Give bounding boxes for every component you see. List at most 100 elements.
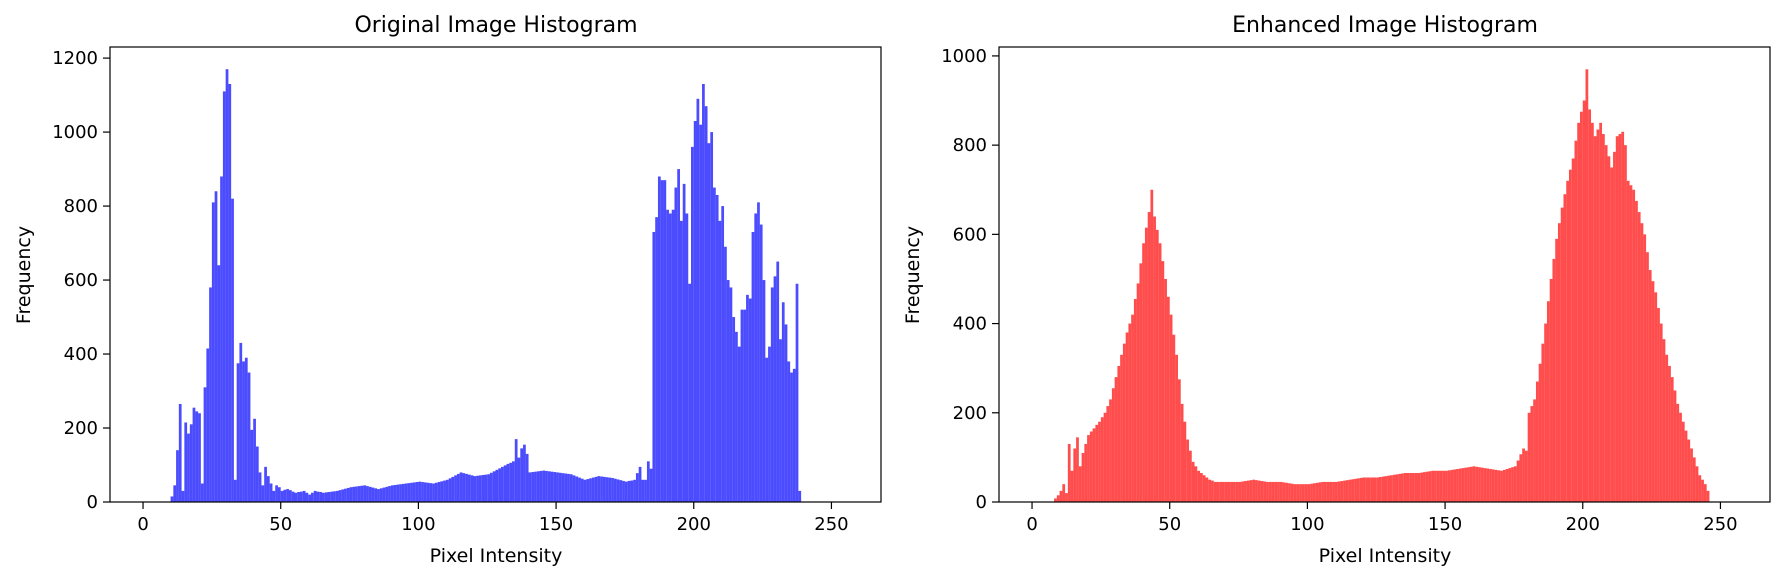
histogram-bar — [1120, 354, 1123, 502]
histogram-bar — [655, 217, 658, 502]
histogram-bar — [666, 209, 669, 502]
histogram-bar — [713, 187, 716, 502]
histogram-bar — [1417, 473, 1421, 502]
histogram-bar — [1640, 223, 1644, 502]
histogram-bar — [638, 466, 642, 502]
histogram-bar — [377, 489, 380, 502]
histogram-bar — [1701, 479, 1704, 502]
histogram-bar — [1233, 481, 1236, 502]
histogram-bar — [1367, 477, 1371, 502]
histogram-bar — [506, 463, 510, 502]
histogram-bar — [1098, 421, 1101, 502]
histogram-bar — [1274, 481, 1278, 502]
histogram-bar — [1219, 481, 1223, 502]
histogram-bar — [1513, 466, 1517, 502]
histogram-bar — [1602, 133, 1605, 503]
histogram-bar — [715, 194, 719, 502]
histogram-bar — [1246, 480, 1250, 502]
histogram-bar — [308, 494, 312, 502]
histogram-bar — [184, 422, 188, 502]
histogram-bar — [211, 202, 215, 502]
histogram-bar — [1406, 473, 1410, 502]
histogram-bar — [484, 474, 488, 502]
y-tick-label: 1000 — [941, 46, 987, 67]
histogram-bar — [222, 91, 226, 502]
histogram-bar — [1318, 482, 1322, 502]
x-tick-label: 250 — [814, 514, 848, 535]
histogram-bar — [173, 485, 177, 502]
histogram-bar — [379, 488, 383, 502]
histogram-bar — [1249, 480, 1253, 502]
histogram-bar — [1070, 470, 1074, 502]
histogram-bar — [445, 479, 449, 502]
y-axis-label: Frequency — [13, 226, 35, 324]
histogram-bar — [1312, 483, 1316, 502]
histogram-bar — [357, 486, 361, 502]
histogram-bar — [1376, 477, 1379, 502]
histogram-bar — [591, 477, 595, 502]
histogram-bar — [1450, 469, 1454, 502]
chart-title: Original Image Histogram — [354, 13, 637, 38]
histogram-bar — [1186, 439, 1189, 502]
histogram-bar — [346, 487, 350, 502]
histogram-bar — [1216, 481, 1220, 502]
histogram-bar — [1646, 252, 1649, 502]
histogram-bar — [1373, 477, 1377, 502]
histogram-bar — [269, 483, 273, 502]
histogram-bar — [528, 472, 532, 502]
histogram-bar — [275, 485, 278, 502]
histogram-bar — [1268, 481, 1272, 502]
histogram-bar — [1230, 481, 1234, 502]
histogram-bar — [1202, 475, 1206, 502]
histogram-bar — [1106, 406, 1110, 502]
histogram-bar — [1527, 412, 1531, 502]
histogram-bar — [1076, 437, 1079, 502]
histogram-bar — [498, 468, 501, 502]
histogram-bar — [1624, 145, 1627, 502]
histogram-bar — [580, 478, 584, 502]
histogram-bar — [333, 491, 336, 502]
histogram-bar — [1577, 122, 1580, 502]
histogram-bar — [266, 476, 270, 502]
histogram-bar — [244, 357, 248, 502]
histogram-bar — [1398, 473, 1402, 502]
histogram-bar — [1585, 69, 1589, 503]
histogram-bar — [338, 490, 342, 502]
y-axis-label: Frequency — [902, 226, 924, 324]
histogram-bar — [481, 475, 485, 502]
histogram-bar — [787, 361, 791, 502]
histogram-bar — [586, 479, 590, 502]
histogram-bar — [1530, 406, 1534, 502]
histogram-bar — [1626, 180, 1630, 502]
histogram-bar — [1351, 479, 1355, 502]
histogram-bar — [412, 482, 416, 502]
y-tick-label: 0 — [87, 492, 98, 513]
histogram-bar — [418, 481, 422, 502]
histogram-bar — [542, 470, 546, 502]
histogram-bar — [1571, 158, 1575, 502]
histogram-bar — [1692, 457, 1696, 502]
histogram-bar — [1659, 323, 1663, 502]
histogram-bar — [1117, 365, 1121, 502]
histogram-bar — [297, 492, 300, 502]
y-tick-label: 1000 — [52, 122, 98, 143]
histogram-bar — [691, 146, 694, 502]
histogram-bar — [578, 477, 581, 502]
histogram-bar — [514, 439, 518, 502]
histogram-bar — [344, 488, 347, 502]
histogram-bar — [300, 491, 303, 502]
histogram-bar — [1491, 469, 1495, 502]
histogram-bar — [1365, 477, 1368, 502]
histogram-bar — [1456, 468, 1459, 502]
histogram-bar — [688, 283, 691, 502]
histogram-bar — [1439, 470, 1443, 502]
histogram-bar — [558, 472, 562, 502]
histogram-bar — [203, 387, 207, 502]
histogram-bar — [627, 480, 631, 502]
histogram-bar — [250, 429, 254, 502]
histogram-bar — [217, 265, 221, 502]
histogram-bar — [283, 489, 287, 502]
histogram-bar — [1194, 466, 1198, 502]
histogram-bar — [470, 475, 474, 502]
histogram-bar — [1155, 229, 1159, 502]
